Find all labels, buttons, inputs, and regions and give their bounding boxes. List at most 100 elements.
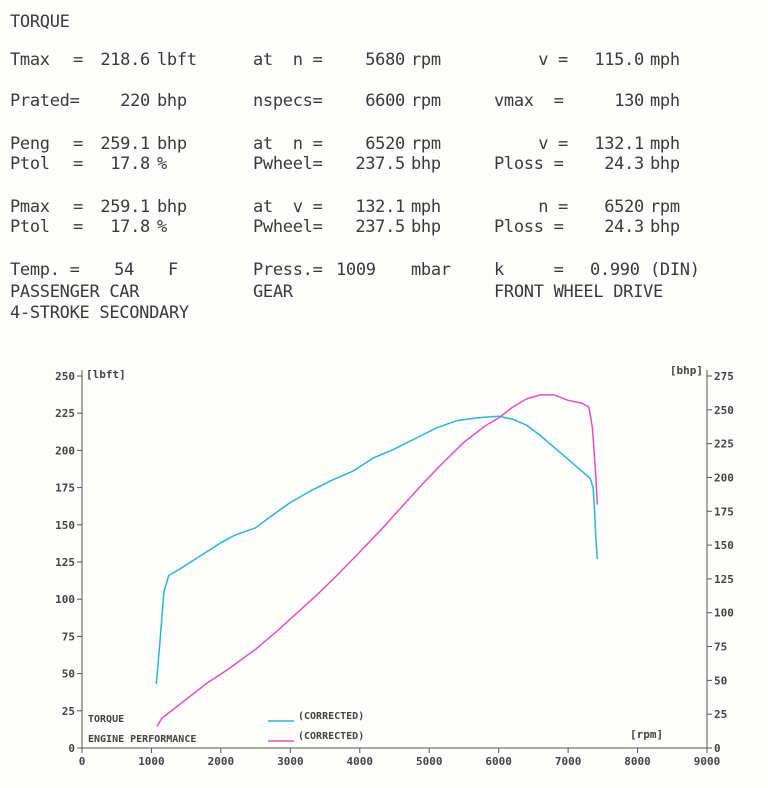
legend-tag: (CORRECTED): [298, 731, 364, 742]
vmax-value: 130: [614, 91, 644, 111]
x-tick-label: 0: [79, 755, 86, 768]
peng-label: Peng: [10, 134, 50, 154]
x-tick-label: 2000: [208, 755, 235, 768]
k-value: 0.990: [590, 260, 640, 280]
y-left-tick-label: 100: [55, 593, 75, 606]
peng-at-unit: rpm: [411, 134, 441, 154]
y-left-tick-label: 250: [55, 370, 75, 383]
x-tick-label: 9000: [694, 755, 721, 768]
x-tick-label: 3000: [277, 755, 304, 768]
temp-value: 54: [114, 260, 134, 280]
y-right-tick-label: 100: [714, 607, 734, 620]
prated-label: Prated=: [10, 91, 80, 111]
y-left-tick-label: 0: [68, 742, 75, 755]
gear-label: GEAR: [253, 282, 293, 302]
pmax-value: 259.1: [100, 197, 150, 217]
pmax-n-label: n =: [538, 197, 568, 217]
y-left-tick-label: 25: [62, 705, 75, 718]
pmax-at-label: at v =: [253, 197, 323, 217]
vmax-label: vmax =: [494, 91, 564, 111]
y-right-tick-label: 0: [714, 742, 721, 755]
y-left-tick-label: 175: [55, 482, 75, 495]
y-right-tick-label: 125: [714, 573, 734, 586]
pmax-at-unit: mph: [411, 197, 441, 217]
y-left-tick-label: 150: [55, 519, 75, 532]
pmax-eq: =: [73, 197, 83, 217]
ploss2-value: 24.3: [604, 217, 644, 237]
ploss-value: 24.3: [604, 154, 644, 174]
x-tick-label: 6000: [485, 755, 512, 768]
nspecs-value: 6600: [365, 91, 405, 111]
peng-at-value: 6520: [365, 134, 405, 154]
report-title: TORQUE: [10, 12, 70, 32]
y-right-unit-label: [bhp]: [670, 364, 703, 377]
peng-v-value: 132.1: [594, 134, 644, 154]
ptol-label: Ptol: [10, 154, 50, 174]
y-right-tick-label: 175: [714, 505, 734, 518]
x-tick-label: 1000: [138, 755, 165, 768]
press-label: Press.=: [253, 260, 323, 280]
torque-curve: [155, 415, 599, 685]
tmax-label: Tmax: [10, 50, 50, 70]
tmax-at-label: at n =: [253, 50, 323, 70]
ptol2-label: Ptol: [10, 217, 50, 237]
k-unit: (DIN): [650, 260, 700, 280]
y-right-tick-label: 225: [714, 438, 734, 451]
y-right-tick-label: 50: [714, 674, 727, 687]
engine-type: 4-STROKE SECONDARY: [10, 303, 189, 323]
tmax-value: 218.6: [100, 50, 150, 70]
tmax-at-unit: rpm: [411, 50, 441, 70]
pmax-n-value: 6520: [604, 197, 644, 217]
tmax-unit: lbft: [157, 50, 197, 70]
peng-value: 259.1: [100, 134, 150, 154]
prated-value: 220: [120, 91, 150, 111]
ptol-value: 17.8: [110, 154, 150, 174]
pwheel2-label: Pwheel=: [253, 217, 323, 237]
ptol2-eq: =: [73, 217, 83, 237]
drive-type: FRONT WHEEL DRIVE: [494, 282, 663, 302]
y-right-tick-label: 75: [714, 641, 727, 654]
y-left-tick-label: 75: [62, 630, 75, 643]
ploss-label: Ploss =: [494, 154, 564, 174]
ptol-eq: =: [73, 154, 83, 174]
y-left-tick-label: 125: [55, 556, 75, 569]
vmax-unit: mph: [650, 91, 680, 111]
x-unit-label: [rpm]: [630, 728, 663, 741]
x-tick-label: 5000: [416, 755, 443, 768]
peng-v-unit: mph: [650, 134, 680, 154]
y-right-tick-label: 25: [714, 708, 727, 721]
ptol-unit: %: [157, 154, 167, 174]
ptol2-value: 17.8: [110, 217, 150, 237]
legend-label: TORQUE: [88, 714, 124, 725]
peng-at-label: at n =: [253, 134, 323, 154]
y-right-tick-label: 275: [714, 370, 734, 383]
nspecs-label: nspecs=: [253, 91, 323, 111]
tmax-v-label: v =: [538, 50, 568, 70]
ptol2-unit: %: [157, 217, 167, 237]
temp-unit: F: [168, 260, 178, 280]
pmax-unit: bhp: [157, 197, 187, 217]
k-label: k =: [494, 260, 564, 280]
pwheel-value: 237.5: [355, 154, 405, 174]
press-unit: mbar: [411, 260, 451, 280]
y-left-tick-label: 200: [55, 444, 75, 457]
x-tick-label: 8000: [624, 755, 651, 768]
y-left-unit-label: [lbft]: [86, 368, 126, 381]
y-left-tick-label: 225: [55, 407, 75, 420]
tmax-v-value: 115.0: [594, 50, 644, 70]
y-left-tick-label: 50: [62, 668, 75, 681]
y-right-tick-label: 200: [714, 471, 734, 484]
temp-label: Temp. =: [10, 260, 80, 280]
pwheel2-value: 237.5: [355, 217, 405, 237]
legend-tag: (CORRECTED): [298, 711, 364, 722]
ploss-unit: bhp: [650, 154, 680, 174]
pwheel-unit: bhp: [411, 154, 441, 174]
y-right-tick-label: 250: [714, 404, 734, 417]
prated-unit: bhp: [157, 91, 187, 111]
legend-label: ENGINE PERFORMANCE: [88, 734, 196, 745]
power-curve: [156, 394, 599, 727]
ploss2-unit: bhp: [650, 217, 680, 237]
vehicle-type: PASSENGER CAR: [10, 282, 140, 302]
peng-v-label: v =: [538, 134, 568, 154]
